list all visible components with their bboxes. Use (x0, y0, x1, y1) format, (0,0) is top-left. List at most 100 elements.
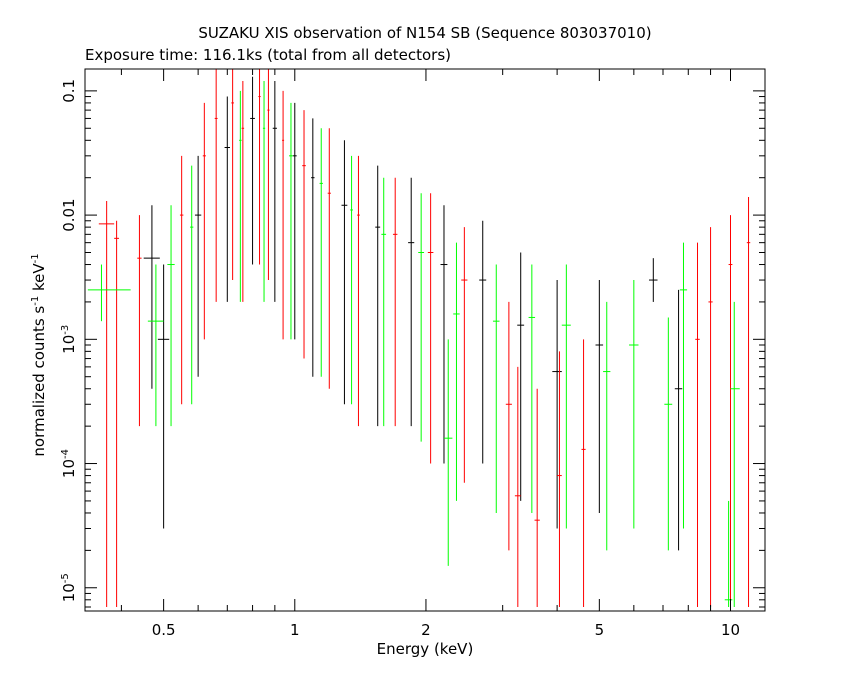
x-tick-label: 1 (290, 621, 300, 639)
data-point (492, 264, 500, 513)
data-point (381, 177, 387, 427)
x-tick-label: 5 (595, 621, 605, 639)
data-point (302, 110, 306, 359)
data-point (239, 90, 242, 302)
data-point (214, 69, 218, 302)
data-point (258, 69, 261, 265)
plot-frame (84, 68, 766, 612)
y-tick: 0.01 (60, 198, 765, 232)
data-point (408, 177, 415, 427)
data-point (517, 252, 525, 501)
data-point (157, 264, 170, 529)
data-point (603, 301, 611, 551)
y-tick-label: 10-3 (60, 325, 78, 354)
data-point (114, 220, 120, 608)
data-point (241, 81, 245, 302)
data-point (679, 242, 688, 529)
data-point (557, 351, 562, 608)
y-tick: 10-3 (60, 325, 765, 354)
data-point (534, 388, 540, 608)
data-point (350, 155, 353, 405)
axis-ticks: 0.5 1 2 5 10 0.1 0.01 10-3 10-4 10-5 (60, 69, 765, 639)
data-point (427, 193, 434, 464)
data-point (147, 264, 164, 427)
x-tick: 1 (290, 69, 300, 639)
data-point (289, 102, 293, 340)
data-point (190, 165, 194, 405)
data-point (561, 264, 571, 529)
data-point (341, 140, 348, 405)
y-tick-label: 0.01 (60, 198, 78, 231)
chart-subtitle: Exposure time: 116.1ks (total from all d… (85, 46, 451, 64)
data-point (648, 258, 658, 302)
data-layer (87, 69, 751, 608)
data-point (319, 128, 323, 377)
x-axis-label: Energy (keV) (377, 640, 474, 658)
data-point (143, 205, 160, 389)
data-point (357, 155, 360, 427)
series-1 (98, 69, 751, 608)
data-point (664, 317, 673, 551)
data-point (292, 102, 297, 340)
data-point (728, 215, 733, 608)
data-point (202, 102, 206, 340)
y-tick: 0.1 (60, 79, 765, 103)
data-point (282, 90, 285, 340)
y-axis-label-exp-2: -1 (30, 253, 41, 263)
y-axis-label-mid: keV (30, 263, 48, 296)
series-2 (87, 81, 740, 608)
data-point (98, 200, 115, 608)
data-point (708, 227, 713, 608)
data-point (87, 264, 131, 322)
data-point (224, 96, 230, 302)
data-point (581, 339, 586, 608)
data-point (724, 500, 733, 608)
y-tick-label: 10-5 (60, 573, 78, 602)
data-point (514, 366, 521, 608)
data-point (194, 155, 202, 377)
data-point (267, 69, 270, 281)
data-point (311, 118, 315, 377)
data-point (746, 196, 751, 608)
x-tick-label: 0.5 (152, 621, 176, 639)
x-tick: 2 (421, 69, 431, 639)
data-point (375, 165, 381, 427)
x-tick-label: 10 (721, 621, 740, 639)
data-point (552, 280, 562, 529)
y-axis-label-main: normalized counts s (30, 306, 48, 457)
data-point (179, 155, 184, 405)
x-tick: 5 (595, 69, 605, 639)
data-point (528, 264, 536, 513)
data-point (674, 289, 683, 551)
data-point (250, 76, 255, 265)
data-point (505, 301, 512, 551)
data-point (327, 128, 331, 389)
data-point (418, 193, 425, 442)
data-point (479, 220, 487, 464)
data-point (629, 280, 639, 529)
data-point (167, 205, 175, 427)
data-point (730, 301, 740, 608)
data-point (392, 177, 398, 427)
data-point (231, 69, 234, 281)
y-tick: 10-5 (60, 573, 765, 602)
data-point (443, 339, 453, 566)
y-tick-label: 0.1 (60, 79, 78, 103)
x-tick-label: 2 (421, 621, 431, 639)
x-tick: 0.5 (152, 69, 176, 639)
data-point (461, 227, 468, 483)
y-axis-label-exp-1: -1 (30, 296, 41, 306)
data-point (440, 205, 448, 464)
y-tick: 10-4 (60, 449, 765, 478)
y-axis-label: normalized counts s-1 keV-1 (30, 253, 48, 456)
x-tick: 10 (721, 69, 740, 639)
data-point (695, 242, 700, 608)
data-point (137, 215, 142, 427)
data-point (453, 242, 460, 501)
data-point (272, 81, 277, 302)
data-point (595, 280, 604, 513)
data-point (262, 81, 266, 302)
chart-title: SUZAKU XIS observation of N154 SB (Seque… (198, 24, 651, 42)
series-0 (143, 76, 683, 551)
